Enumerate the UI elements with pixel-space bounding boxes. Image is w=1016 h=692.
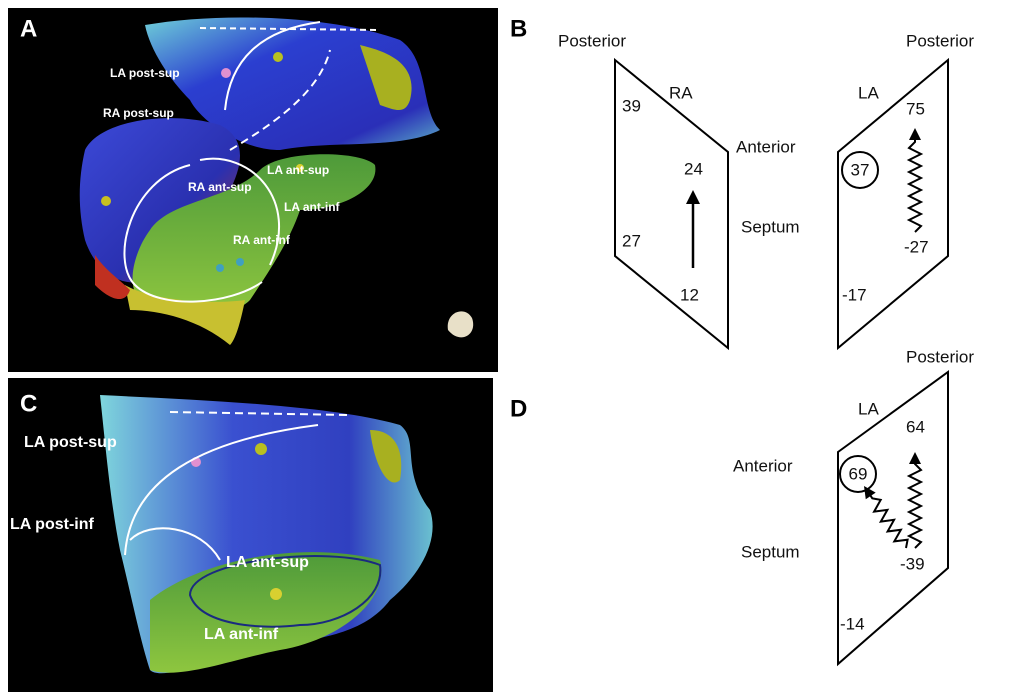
map-label: RA post-sup	[103, 106, 174, 120]
value-label: -17	[842, 285, 867, 304]
marker	[273, 52, 283, 62]
value-label: 27	[622, 231, 641, 250]
value-label: 75	[906, 99, 925, 118]
value-label: 24	[684, 159, 703, 178]
side-label: Anterior	[736, 137, 796, 156]
value-label: -39	[900, 554, 925, 573]
zigzag-arrow	[869, 493, 908, 548]
header: Posterior	[558, 31, 626, 50]
map-label: LA post-sup	[110, 66, 180, 80]
panel-letter: A	[20, 15, 37, 42]
value-label: -14	[840, 614, 865, 633]
figure: A LA post-sup RA post-sup LA ant-sup RA …	[0, 0, 1016, 692]
zigzag-arrow	[909, 460, 921, 548]
panel-a: A LA post-sup RA post-sup LA ant-sup RA …	[8, 8, 498, 372]
panel-d: D Posterior LA 64 69 -39 -14 Anterior Se…	[510, 347, 974, 664]
side-label: Septum	[741, 542, 800, 561]
side-label: Anterior	[733, 456, 793, 475]
arrowhead	[909, 452, 921, 464]
panel-c: C LA post-sup LA post-inf LA ant-sup LA …	[8, 378, 493, 692]
map-label: LA ant-inf	[284, 200, 341, 214]
map-label: LA ant-inf	[204, 626, 279, 643]
map-label: LA post-inf	[10, 516, 95, 533]
marker	[216, 264, 224, 272]
value-label: -27	[904, 237, 929, 256]
header: Posterior	[906, 31, 974, 50]
value-label: 37	[851, 160, 870, 179]
panel-letter: C	[20, 390, 37, 417]
arrowhead	[909, 128, 921, 140]
value-label: 12	[680, 285, 699, 304]
header: Posterior	[906, 347, 974, 366]
la-schematic	[838, 60, 948, 348]
map-label: LA ant-sup	[267, 163, 329, 177]
marker	[221, 68, 231, 78]
marker	[270, 588, 282, 600]
panel-b: B Posterior Posterior RA 39 24 27 12 Ant…	[510, 15, 974, 348]
map-label: LA post-sup	[24, 434, 117, 451]
chamber-label: RA	[669, 83, 693, 102]
map-label: RA ant-inf	[233, 233, 291, 247]
value-label: 39	[622, 96, 641, 115]
arrowhead	[686, 190, 700, 204]
map-label: LA ant-sup	[226, 554, 309, 571]
chamber-label: LA	[858, 399, 879, 418]
value-label: 69	[849, 464, 868, 483]
zigzag-arrow	[909, 136, 921, 232]
panel-letter: D	[510, 395, 527, 422]
chamber-label: LA	[858, 83, 879, 102]
marker	[236, 258, 244, 266]
side-label: Septum	[741, 217, 800, 236]
marker	[255, 443, 267, 455]
panel-letter: B	[510, 15, 527, 42]
map-label: RA ant-sup	[188, 180, 252, 194]
value-label: 64	[906, 417, 925, 436]
marker	[101, 196, 111, 206]
